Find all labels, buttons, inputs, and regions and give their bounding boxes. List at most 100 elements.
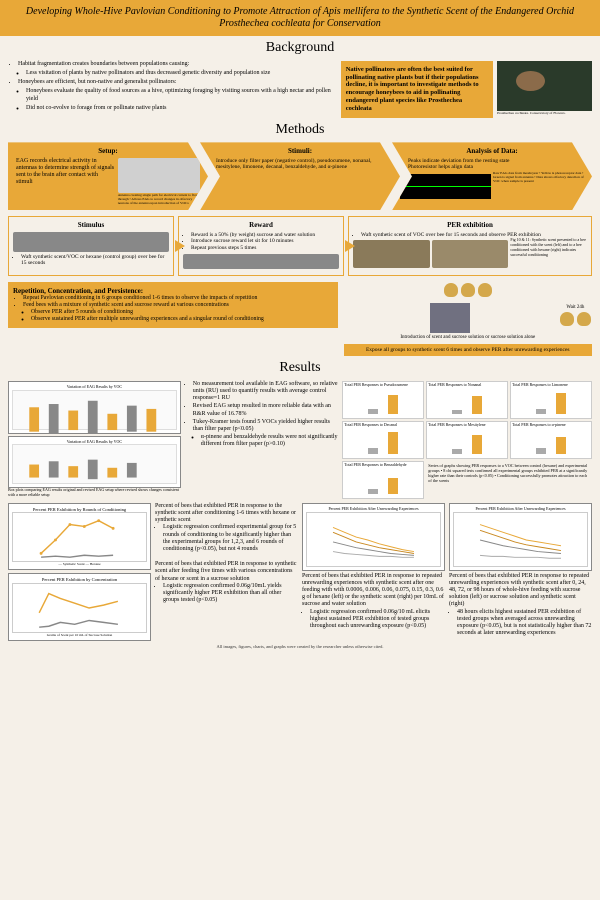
eag-raw-graph bbox=[400, 174, 491, 199]
analysis-title: Analysis of Data: bbox=[400, 147, 584, 155]
voc-chart: Total PER Responses to Pseudocumene bbox=[342, 381, 424, 419]
orchid-image-block: Prosthechea cochleata. Conservatory of F… bbox=[497, 61, 592, 118]
native-pollinator-callout: Native pollinators are often the best su… bbox=[341, 61, 493, 118]
setup-text: EAG records electrical activity in anten… bbox=[16, 158, 115, 206]
reward-box: Reward Reward is a 50% (by weight) sucro… bbox=[178, 216, 344, 275]
reward-b3: Repeat previous steps 5 times bbox=[191, 245, 339, 252]
rounds-b1: Logistic regression confirmed experiment… bbox=[163, 524, 298, 553]
flow-intro-text: Introduction of scent and sucrose soluti… bbox=[344, 335, 593, 341]
conc-chart-box: Percent PER Exhibition by Concentration … bbox=[8, 573, 151, 641]
orchid-caption: Prosthechea cochleata. Conservatory of F… bbox=[497, 111, 592, 115]
reward-b2: Introduce sucrose reward let sit for 10 … bbox=[191, 238, 339, 245]
boxplot-chart bbox=[12, 390, 177, 430]
antenna-block: Antenna creating single path for electri… bbox=[118, 158, 200, 206]
voc-chart: Total PER Responses to Nonanal bbox=[426, 381, 508, 419]
per-image-right bbox=[432, 240, 509, 268]
background-bullets: Habitat fragmentation creates boundaries… bbox=[8, 61, 335, 118]
hive-icon bbox=[478, 283, 492, 297]
eag-charts-col: Variation of EAG Results by VOC Variatio… bbox=[8, 381, 181, 499]
analysis-b2: Photoresistor helps align data bbox=[408, 164, 584, 171]
hive-icon bbox=[560, 312, 574, 326]
per-image-left bbox=[353, 240, 430, 268]
stimuli-arrow: Stimuli: Introduce only filter paper (ne… bbox=[200, 142, 400, 210]
voc-chart: Total PER Responses to α-pinene bbox=[510, 421, 592, 459]
per-title: PER exhibition bbox=[353, 221, 587, 229]
voc-chart: Total PER Responses to Mesitylene bbox=[426, 421, 508, 459]
eag-text-block: No measurement tool available in EAG sof… bbox=[185, 381, 339, 499]
stimulus-box: Stimulus Waft synthetic scent/VOC or hex… bbox=[8, 216, 174, 275]
footer-note: All images, figures, charts, and graphs … bbox=[0, 644, 600, 649]
wait-label: Wait 24h bbox=[559, 305, 592, 311]
results-row2: Percent PER Exhibition by Rounds of Cond… bbox=[0, 499, 600, 641]
stimulus-text: Waft synthetic scent/VOC or hexane (cont… bbox=[21, 254, 169, 267]
voc-grid: Total PER Responses to Pseudocumene Tota… bbox=[342, 381, 592, 499]
methods-repetition-row: Repetition, Concentration, and Persisten… bbox=[0, 282, 600, 357]
unreward-line-chart2 bbox=[453, 512, 588, 567]
rep-b2: Feed bees with a mixture of synthetic sc… bbox=[23, 302, 333, 309]
methods-boxes: Stimulus Waft synthetic scent/VOC or hex… bbox=[0, 216, 600, 275]
setup-title: Setup: bbox=[16, 147, 200, 155]
rounds-charts-col: Percent PER Exhibition by Rounds of Cond… bbox=[8, 503, 151, 641]
eag-boxplot2: Variation of EAG Results by VOC bbox=[8, 436, 181, 489]
hive-row bbox=[344, 282, 593, 301]
unreward1-text: Percent of bees that exhibited PER in re… bbox=[302, 573, 445, 631]
repetition-box: Repetition, Concentration, and Persisten… bbox=[8, 282, 338, 328]
background-header: Background bbox=[0, 40, 600, 57]
stimuli-title: Stimuli: bbox=[208, 147, 392, 155]
unreward1-col: Percent PER Exhibition After Unrewarding… bbox=[302, 503, 445, 641]
arrow-icon bbox=[175, 240, 185, 252]
unreward-line-chart bbox=[306, 512, 441, 567]
setup-arrow: Setup: EAG records electrical activity i… bbox=[8, 142, 208, 210]
reward-image bbox=[183, 254, 339, 269]
stimuli-text: Introduce only filter paper (negative co… bbox=[216, 158, 392, 171]
eag-text-b2: Revised EAG setup resulted in more relia… bbox=[193, 403, 339, 417]
results-row1: Variation of EAG Results by VOC Variatio… bbox=[0, 381, 600, 499]
reward-title: Reward bbox=[183, 221, 339, 229]
flow-middle: Wait 24h bbox=[559, 305, 592, 330]
per-box: PER exhibition Waft synthetic scent of V… bbox=[348, 216, 592, 275]
boxplot-chart bbox=[12, 444, 177, 484]
poster-title: Developing Whole-Hive Pavlovian Conditio… bbox=[0, 0, 600, 36]
flow-diagram: Wait 24h Introduction of scent and sucro… bbox=[344, 282, 593, 357]
unreward2-text: Percent of bees that exhibited PER in re… bbox=[449, 573, 592, 638]
analysis-b1: Peaks indicate deviation from the restin… bbox=[408, 158, 584, 165]
bg-subbullet: Less visitation of plants by native poll… bbox=[26, 70, 335, 77]
bg-subbullet: Honeybees evaluate the quality of food s… bbox=[26, 88, 335, 102]
rounds-conc-text: Percent of bees that exhibited PER in re… bbox=[155, 503, 298, 641]
hive-icon bbox=[577, 312, 591, 326]
unreward1-intro: Percent of bees that exhibited PER in re… bbox=[302, 573, 445, 609]
hive-icon bbox=[461, 283, 475, 297]
voc-caption: Series of graphs showing PER responses t… bbox=[426, 461, 592, 499]
per-caption: Fig 10 & 11: Synthetic scent presented t… bbox=[510, 238, 587, 270]
stimulus-image bbox=[13, 232, 169, 252]
voc-chart: Total PER Responses to Benzaldehyde bbox=[342, 461, 424, 499]
eag-text-b1: No measurement tool available in EAG sof… bbox=[193, 381, 339, 403]
rep-b1: Repeat Pavlovian conditioning in 6 group… bbox=[23, 295, 333, 302]
unreward1-b1: Logistic regression confirmed 0.06g/10 m… bbox=[310, 609, 445, 631]
voc-chart: Total PER Responses to Limonene bbox=[510, 381, 592, 419]
background-content: Habitat fragmentation creates boundaries… bbox=[0, 61, 600, 118]
conc-b1: Logistic regression confirmed 0.06g/10mL… bbox=[163, 583, 298, 605]
eag-text-b3: Tukey-Kramer tests found 5 VOCs yielded … bbox=[193, 419, 339, 433]
unreward2-col: Percent PER Exhibition After Unrewarding… bbox=[449, 503, 592, 641]
unreward2-b1: 48 hours elicits highest sustained PER e… bbox=[457, 609, 592, 638]
results-header: Results bbox=[0, 360, 600, 377]
bg-bullet: Habitat fragmentation creates boundaries… bbox=[18, 61, 335, 68]
unreward2-intro: Percent of bees that exhibited PER in re… bbox=[449, 573, 592, 609]
methods-header: Methods bbox=[0, 122, 600, 139]
rep-b2b: Observe sustained PER after multiple unr… bbox=[31, 316, 333, 323]
orchid-image bbox=[497, 61, 592, 111]
rep-title: Repetition, Concentration, and Persisten… bbox=[13, 287, 333, 295]
conc-intro: Percent of bees that exhibited PER in re… bbox=[155, 561, 298, 583]
conc-line-chart bbox=[12, 583, 147, 633]
arrow-icon bbox=[345, 240, 355, 252]
rounds-chart-box: Percent PER Exhibition by Rounds of Cond… bbox=[8, 503, 151, 571]
eag-text-b3a: α-pinene and benzaldehyde results were n… bbox=[201, 434, 339, 448]
rep-b2a: Observe PER after 5 rounds of conditioni… bbox=[31, 309, 333, 316]
voc-chart: Total PER Responses to Decanal bbox=[342, 421, 424, 459]
bg-subbullet: Did not co-evolve to forage from or poll… bbox=[26, 105, 335, 112]
flow-image bbox=[430, 303, 470, 333]
eag-caption: Raw EAG data from meatloyzer • Yellow is… bbox=[493, 171, 584, 199]
bg-bullet: Honeybees are efficient, but non-native … bbox=[18, 79, 335, 86]
voc-charts-block: Total PER Responses to Pseudocumene Tota… bbox=[342, 381, 592, 499]
